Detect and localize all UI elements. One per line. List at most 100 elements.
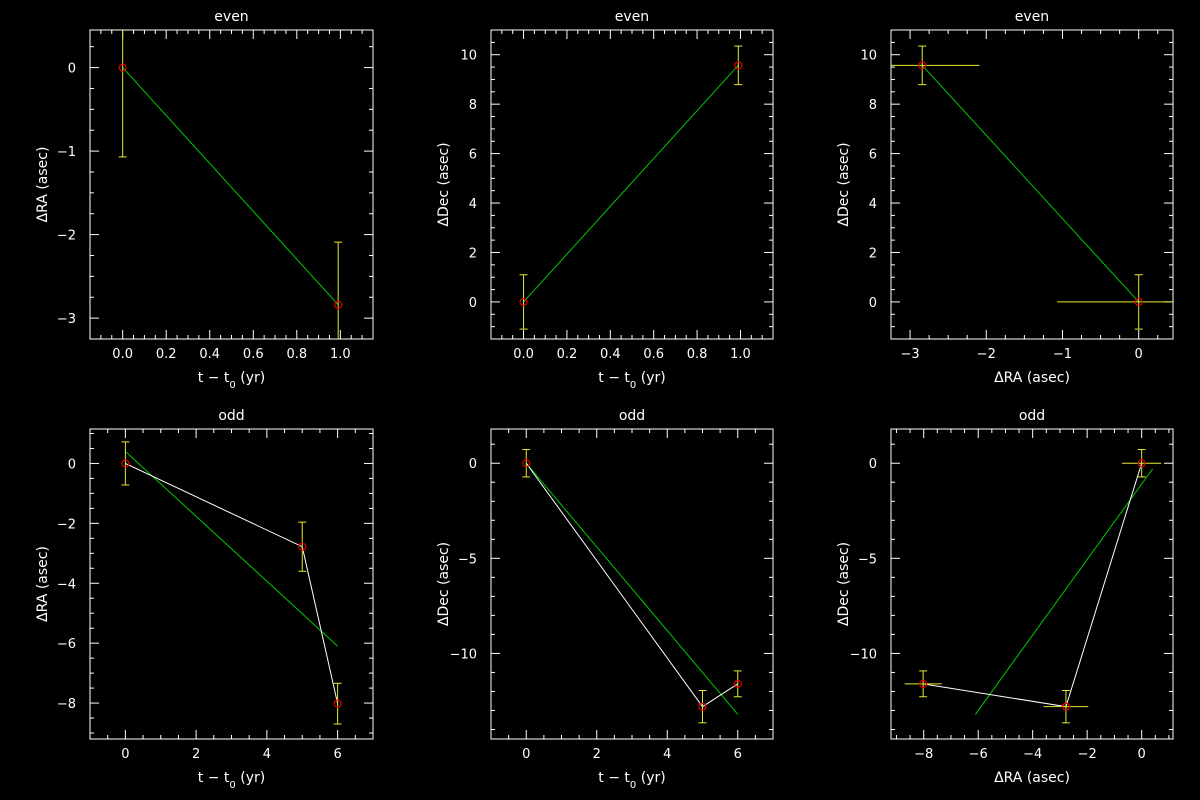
plot-data: [891, 45, 1173, 330]
y-tick-label: 0: [469, 296, 477, 311]
x-tick-label: 0: [1138, 747, 1146, 762]
plot-frame: [490, 29, 774, 340]
x-tick-label: −8: [914, 747, 933, 762]
panel-title: even: [615, 9, 649, 25]
x-tick-label: 0.4: [600, 347, 621, 362]
x-tick-label: 0.4: [199, 347, 220, 362]
x-tick-label: 0.6: [243, 347, 264, 362]
y-tick-label: −5: [858, 552, 877, 567]
plot-frame: [490, 428, 774, 740]
plot-data: [118, 30, 343, 339]
y-tick-label: 0: [68, 457, 76, 472]
x-tick-label: 0.0: [513, 347, 534, 362]
plot-data: [522, 449, 742, 724]
y-axis-label: ΔDec (asec): [836, 142, 852, 226]
y-tick-label: −6: [57, 637, 76, 652]
y-tick-label: −8: [57, 697, 76, 712]
data-point: [118, 63, 127, 72]
x-tick-label: 0: [522, 747, 530, 762]
plot-frame: [89, 29, 374, 340]
x-axis-label: t − t0 (yr): [198, 770, 265, 791]
x-tick-label: 1.0: [730, 347, 751, 362]
plot-data: [519, 45, 743, 330]
x-tick-label: 1.0: [330, 347, 351, 362]
x-tick-label: 6: [734, 747, 742, 762]
y-tick-label: 8: [469, 98, 477, 113]
panel-title: even: [1015, 9, 1049, 25]
fit-line: [125, 451, 338, 647]
data-point: [733, 679, 742, 688]
x-tick-label: 4: [263, 747, 271, 762]
panel-title: odd: [619, 408, 645, 424]
fit-line: [525, 462, 739, 715]
x-tick-label: 0.0: [112, 347, 133, 362]
x-axis-label: t − t0 (yr): [198, 370, 265, 391]
x-tick-label: −6: [969, 747, 988, 762]
x-tick-label: 4: [663, 747, 671, 762]
y-tick-label: −5: [458, 552, 477, 567]
data-point: [121, 459, 130, 468]
y-tick-label: −4: [57, 577, 76, 592]
x-tick-label: −4: [1023, 747, 1042, 762]
plot-frame: [890, 428, 1174, 740]
panel-title: even: [214, 9, 248, 25]
data-point: [1137, 459, 1146, 468]
y-tick-label: 0: [869, 457, 877, 472]
x-axis-label-subscript: 0: [630, 380, 636, 391]
fit-line: [523, 65, 739, 303]
y-axis-label: ΔDec (asec): [836, 542, 852, 626]
y-tick-label: −1: [57, 145, 76, 160]
x-tick-label: −2: [977, 347, 996, 362]
y-tick-label: 0: [469, 457, 477, 472]
data-point: [334, 300, 343, 309]
fit-line: [122, 67, 339, 306]
y-tick-label: 2: [869, 246, 877, 261]
data-point: [333, 699, 342, 708]
data-point: [698, 702, 707, 711]
x-tick-label: 0: [1135, 347, 1143, 362]
data-point: [1134, 297, 1143, 307]
panel-2: even 0.0 0.2 0.4 0.6 0.8 1.0 0 2 4 6 8 10 t − t0 (yr)…: [436, 9, 774, 391]
x-axis-label-subscript: 0: [229, 780, 235, 791]
data-point: [919, 679, 928, 688]
x-tick-label: 0.8: [687, 347, 708, 362]
x-tick-label: 2: [593, 747, 601, 762]
x-axis-label: ΔRA (asec): [994, 770, 1070, 786]
x-axis-label: t − t0 (yr): [598, 370, 665, 391]
y-axis-label: ΔRA (asec): [35, 546, 51, 622]
connect-line: [125, 462, 339, 704]
x-axis-label: ΔRA (asec): [994, 370, 1070, 386]
x-tick-label: 0.8: [286, 347, 307, 362]
fit-line: [921, 65, 1140, 303]
plot-data: [904, 449, 1162, 724]
plot-data: [121, 441, 342, 725]
x-tick-label: 0.2: [557, 347, 578, 362]
y-tick-label: 4: [869, 197, 877, 212]
panel-title: odd: [1019, 408, 1045, 424]
data-point: [298, 542, 307, 551]
y-tick-label: −10: [850, 647, 877, 662]
panel-title: odd: [218, 408, 244, 424]
connect-line: [923, 463, 1143, 708]
x-axis-label-subscript: 0: [630, 780, 636, 791]
y-tick-label: 0: [68, 62, 76, 77]
x-tick-label: 0.2: [156, 347, 177, 362]
y-tick-label: 4: [469, 197, 477, 212]
x-tick-label: 2: [192, 747, 200, 762]
x-axis-label-unit: (yr): [636, 770, 665, 786]
x-axis-label-unit: (yr): [636, 370, 665, 386]
data-point: [522, 459, 531, 468]
data-point: [918, 61, 927, 70]
y-tick-label: 6: [469, 148, 477, 163]
y-tick-label: 10: [460, 49, 477, 64]
x-tick-label: −3: [900, 347, 919, 362]
y-axis-label: ΔDec (asec): [436, 142, 452, 226]
connect-line: [525, 462, 739, 708]
panel-3: even −3 −2 −1 0 0 2 4 6 8 10 ΔRA (asec) ΔDec (asec): [836, 9, 1174, 386]
data-point: [734, 61, 743, 70]
x-tick-label: 0.6: [643, 347, 664, 362]
y-tick-label: −10: [450, 647, 477, 662]
